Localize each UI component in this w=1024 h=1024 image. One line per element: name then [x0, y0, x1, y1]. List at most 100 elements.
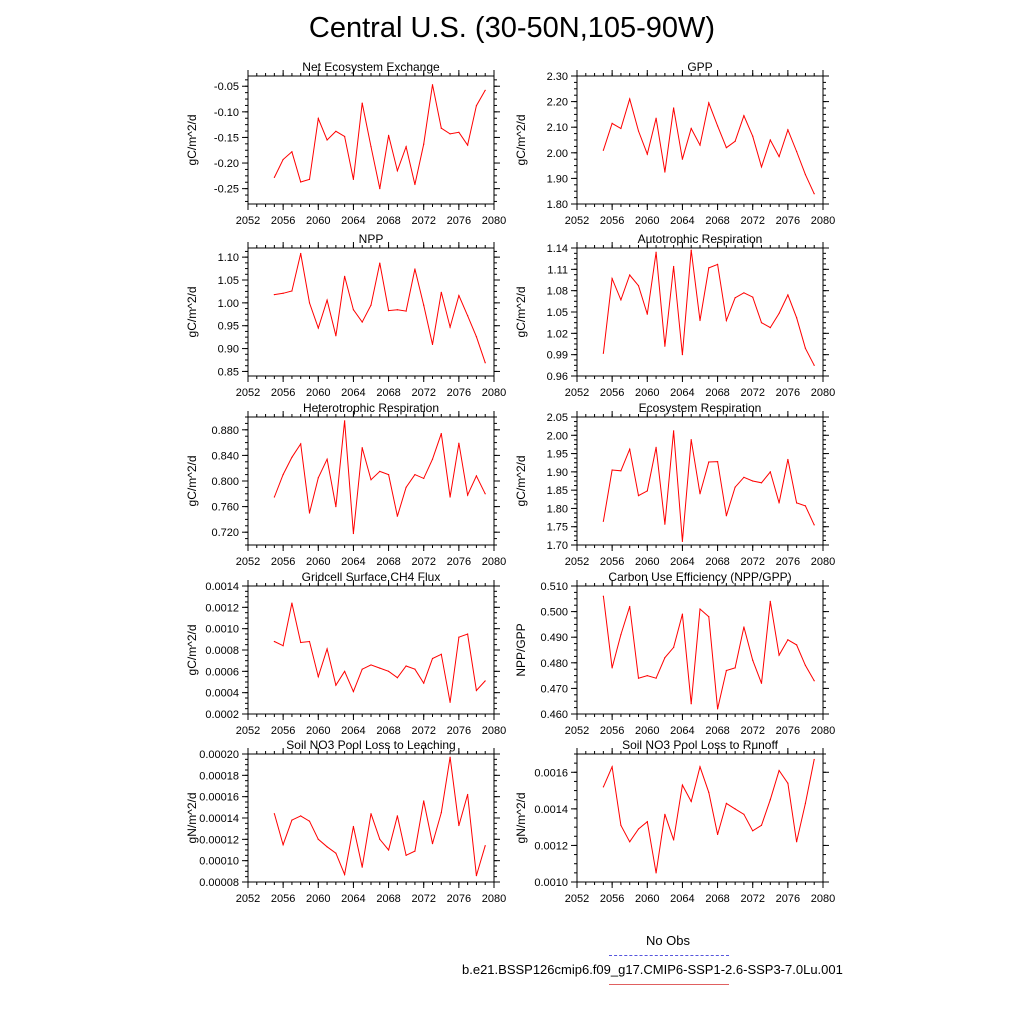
data-point — [602, 352, 604, 354]
data-point — [611, 469, 613, 471]
x-tick-label: 2064 — [341, 893, 365, 905]
data-point — [449, 756, 451, 758]
data-point — [475, 336, 478, 338]
data-point — [308, 302, 311, 304]
y-tick-label: 0.0014 — [205, 581, 239, 593]
y-tick-label: 1.80 — [547, 503, 568, 515]
data-point — [690, 249, 692, 251]
data-point — [361, 447, 363, 449]
series-line — [602, 97, 815, 195]
data-point — [646, 153, 648, 155]
data-point — [484, 680, 486, 682]
data-point — [787, 639, 789, 641]
x-tick-label: 2076 — [447, 215, 471, 227]
x-tick-label: 2052 — [236, 725, 260, 737]
panel-title: Ecosystem Respiration — [639, 401, 762, 415]
y-tick-label: -0.10 — [214, 107, 239, 119]
data-point — [396, 170, 398, 172]
data-point — [769, 799, 771, 801]
chart-panel-5: Heterotrophic Respiration gC/m^2/d 2052 205… — [185, 401, 506, 568]
data-point — [361, 668, 363, 670]
data-point — [716, 125, 719, 127]
panel-title: GPP — [687, 60, 712, 74]
data-point — [796, 644, 798, 646]
panel-title: Heterotrophic Respiration — [303, 401, 439, 415]
data-point — [475, 105, 478, 107]
data-point — [813, 524, 815, 526]
y-tick-label: 2.00 — [547, 430, 568, 442]
plot-frame — [576, 247, 824, 377]
y-tick-label: 0.880 — [211, 425, 239, 437]
y-tick-label: 0.96 — [547, 371, 568, 383]
data-point — [414, 268, 416, 270]
data-point — [440, 433, 442, 435]
data-point — [291, 602, 293, 604]
data-point — [716, 263, 719, 265]
chart-panel-6: Ecosystem Respiration gC/m^2/d 2052 2056 206… — [514, 401, 835, 568]
data-point — [743, 115, 745, 117]
data-point — [602, 149, 604, 151]
data-point — [467, 144, 469, 146]
y-tick-label: 0.720 — [211, 527, 239, 539]
data-point — [637, 828, 640, 830]
y-tick-label: 2.00 — [547, 148, 568, 160]
x-tick-label: 2080 — [482, 893, 506, 905]
data-point — [431, 343, 434, 346]
y-tick-label: 0.0014 — [534, 804, 568, 816]
plot-frame — [576, 585, 824, 715]
x-tick-label: 2064 — [341, 556, 365, 568]
chart-panel-9: Soil NO3 Pool Loss to Leaching gN/m^2/d 20… — [185, 738, 506, 905]
data-point — [637, 495, 640, 497]
data-point — [291, 151, 293, 153]
data-point — [664, 813, 666, 815]
y-tick-label: 0.490 — [540, 632, 568, 644]
y-tick-label: 0.00012 — [199, 834, 239, 846]
y-tick-label: -0.15 — [214, 132, 239, 144]
data-point — [796, 841, 798, 843]
y-axis-label: gC/m^2/d — [514, 115, 528, 166]
data-point — [752, 659, 754, 661]
data-point — [467, 793, 469, 796]
data-point — [326, 299, 328, 301]
data-point — [690, 703, 692, 705]
data-point — [655, 872, 657, 874]
x-tick-label: 2068 — [705, 556, 729, 568]
data-point — [681, 540, 684, 542]
x-tick-label: 2072 — [740, 387, 764, 399]
data-point — [282, 844, 284, 846]
data-point — [673, 430, 675, 432]
y-tick-label: 0.0012 — [534, 840, 568, 852]
y-tick-label: 0.0016 — [534, 767, 568, 779]
x-tick-label: 2080 — [482, 215, 506, 227]
y-tick-label: 0.460 — [540, 709, 568, 721]
data-point — [611, 277, 613, 280]
x-tick-label: 2072 — [740, 725, 764, 737]
data-point — [396, 515, 398, 517]
chart-panel-7: Gridcell Surface CH4 Flux gC/m^2/d 2052 205… — [185, 570, 506, 737]
y-tick-label: 0.0002 — [205, 709, 239, 721]
data-point — [699, 493, 701, 495]
data-point — [646, 821, 648, 823]
plot-frame — [576, 75, 824, 205]
data-point — [467, 315, 469, 317]
data-point — [655, 251, 657, 253]
data-point — [673, 646, 675, 649]
x-tick-label: 2080 — [811, 725, 835, 737]
y-tick-label: 2.05 — [547, 412, 568, 424]
data-point — [796, 317, 798, 319]
y-tick-label: 0.00010 — [199, 856, 239, 868]
y-axis-label: gC/m^2/d — [514, 287, 528, 338]
y-tick-label: 0.0010 — [205, 624, 239, 636]
x-tick-label: 2052 — [565, 215, 589, 227]
data-point — [396, 677, 398, 679]
data-point — [361, 102, 363, 104]
y-axis-label: gN/m^2/d — [514, 793, 528, 844]
x-tick-label: 2052 — [236, 893, 260, 905]
data-point — [637, 677, 640, 679]
data-point — [484, 89, 486, 91]
y-tick-label: 0.510 — [540, 581, 568, 593]
data-point — [440, 291, 442, 293]
data-point — [317, 327, 319, 329]
data-point — [699, 608, 701, 610]
data-point — [769, 600, 771, 602]
